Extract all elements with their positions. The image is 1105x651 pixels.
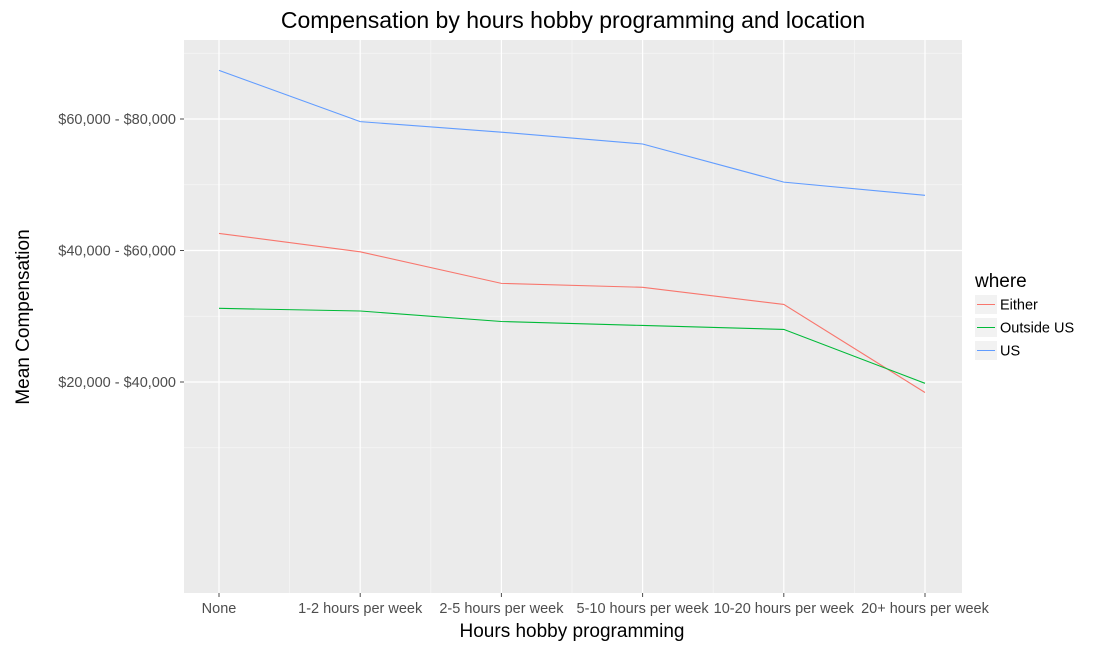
legend-title: where bbox=[974, 271, 1027, 292]
x-tick-label: 20+ hours per week bbox=[861, 601, 990, 617]
x-tick-label: 1-2 hours per week bbox=[298, 601, 423, 617]
x-tick-label: 10-20 hours per week bbox=[714, 601, 855, 617]
legend-label-either: Either bbox=[1000, 298, 1038, 314]
major-gridlines bbox=[184, 40, 962, 593]
x-tick-label: None bbox=[202, 601, 237, 617]
legend-label-us: US bbox=[1000, 344, 1020, 360]
y-axis-title: Mean Compensation bbox=[13, 229, 34, 404]
y-tick-label: $20,000 - $40,000 bbox=[58, 375, 176, 391]
x-axis: None 1-2 hours per week 2-5 hours per week… bbox=[202, 593, 990, 617]
series-line-us bbox=[218, 69, 926, 196]
y-tick-label: $40,000 - $60,000 bbox=[58, 244, 176, 260]
chart-title: Compensation by hours hobby programming … bbox=[281, 7, 865, 33]
y-axis: $20,000 - $40,000 $40,000 - $60,000 $60,00… bbox=[58, 112, 184, 391]
x-tick-label: 5-10 hours per week bbox=[577, 601, 710, 617]
series-line-either bbox=[218, 232, 926, 393]
x-tick-label: 2-5 hours per week bbox=[439, 601, 564, 617]
series-line-outside-us bbox=[218, 307, 926, 384]
x-axis-title: Hours hobby programming bbox=[460, 621, 685, 642]
series-lines bbox=[218, 69, 926, 393]
legend-label-outside-us: Outside US bbox=[1000, 321, 1074, 337]
legend: where Either Outside US US bbox=[974, 271, 1074, 360]
y-tick-label: $60,000 - $80,000 bbox=[58, 112, 176, 128]
